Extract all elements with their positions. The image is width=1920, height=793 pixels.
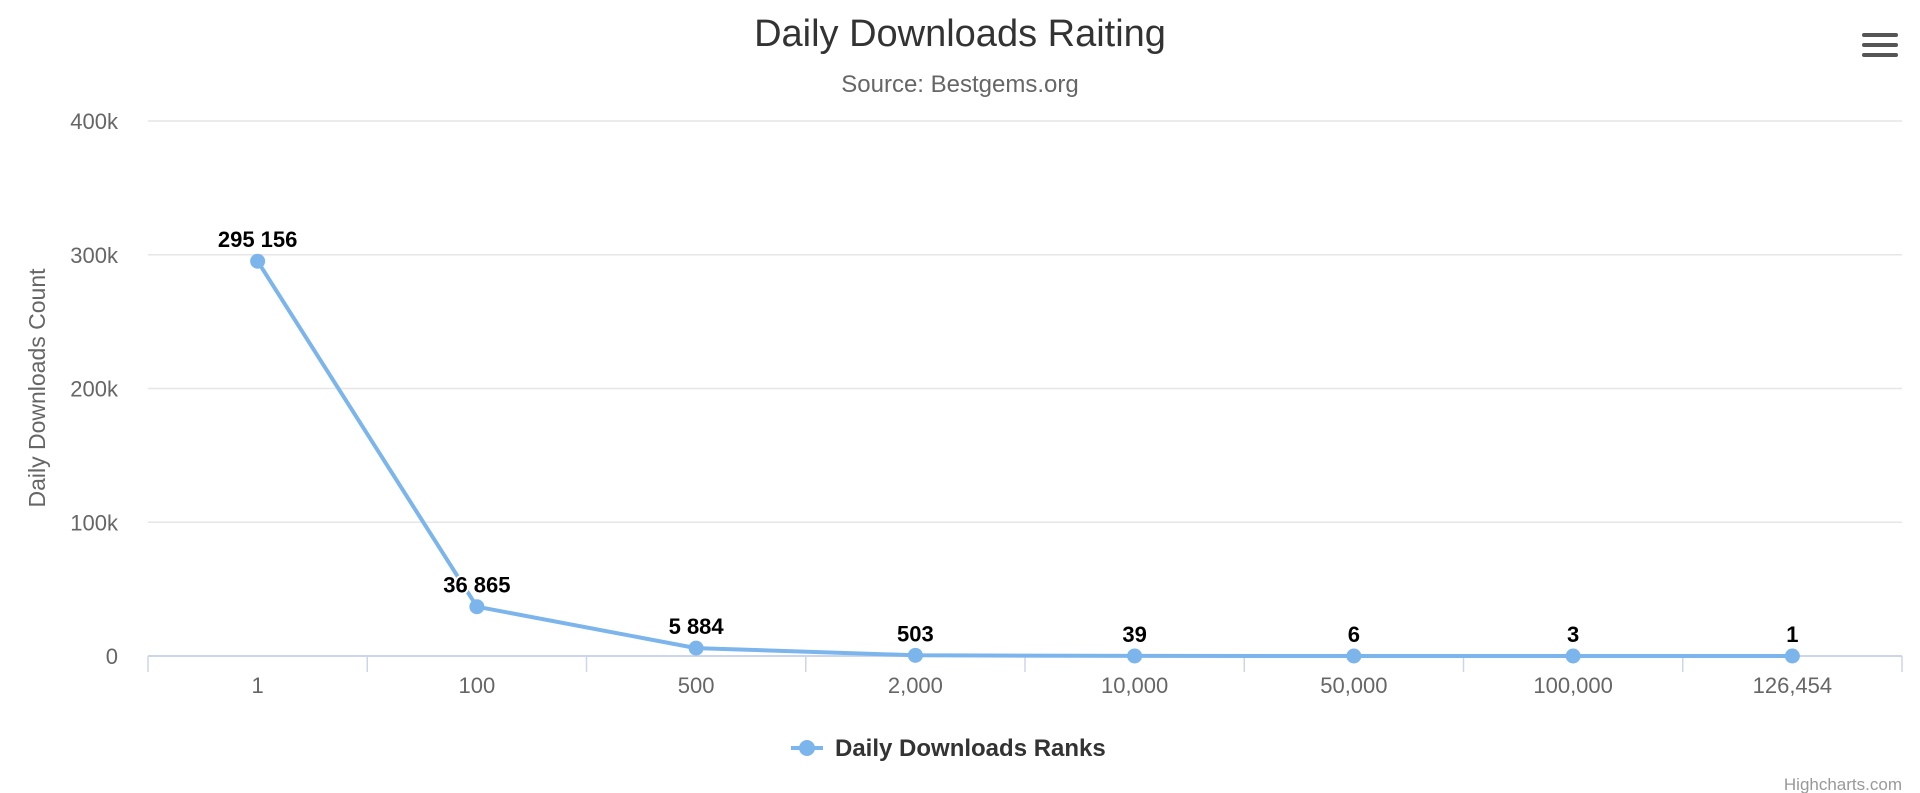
series-point-marker[interactable] [1346, 648, 1362, 664]
data-label: 295 156 [218, 227, 298, 252]
data-label: 5 884 [669, 614, 725, 639]
series-point-marker[interactable] [469, 599, 485, 615]
data-label: 36 865 [443, 573, 510, 598]
legend[interactable]: Daily Downloads Ranks [791, 735, 1106, 762]
x-tick-label: 50,000 [1320, 673, 1387, 698]
data-label: 3 [1567, 622, 1579, 647]
x-tick-label: 100 [459, 673, 496, 698]
x-tick-label: 500 [678, 673, 715, 698]
data-label: 39 [1122, 622, 1146, 647]
x-tick-label: 126,454 [1753, 673, 1833, 698]
legend-marker-symbol [799, 740, 815, 756]
series-point-marker[interactable] [1565, 648, 1581, 664]
data-labels: 295 156 36 865 5 884 503 39 6 3 1 [216, 225, 1801, 649]
legend-item-label[interactable]: Daily Downloads Ranks [835, 735, 1106, 762]
y-tick-label: 300k [70, 243, 119, 268]
x-tick-label: 2,000 [888, 673, 943, 698]
x-tick-label: 10,000 [1101, 673, 1168, 698]
series-point-marker[interactable] [1784, 648, 1800, 664]
y-tick-label: 400k [70, 109, 119, 134]
data-label: 6 [1348, 622, 1360, 647]
x-tick-label: 100,000 [1533, 673, 1613, 698]
series-point-marker[interactable] [907, 647, 923, 663]
y-tick-label: 200k [70, 377, 119, 402]
series-point-marker[interactable] [688, 640, 704, 656]
chart-subtitle: Source: Bestgems.org [841, 71, 1078, 98]
series-point-marker[interactable] [1127, 648, 1143, 664]
y-axis: 0 100k 200k 300k 400k [70, 109, 119, 669]
x-tick-label: 1 [252, 673, 264, 698]
y-tick-label: 0 [106, 644, 118, 669]
chart-title: Daily Downloads Raiting [754, 13, 1166, 55]
highcharts-credits-link[interactable]: Highcharts.com [1784, 775, 1902, 793]
y-tick-label: 100k [70, 510, 119, 535]
grid-lines [148, 120, 1902, 523]
y-axis-title: Daily Downloads Count [24, 268, 50, 508]
series-daily-downloads-ranks [250, 253, 1800, 664]
data-label: 503 [897, 621, 934, 646]
data-label: 1 [1786, 622, 1798, 647]
hamburger-menu-icon [1862, 33, 1898, 57]
context-menu-button[interactable] [1862, 30, 1898, 60]
series-line [255, 259, 1795, 658]
series-point-marker[interactable] [250, 253, 266, 269]
